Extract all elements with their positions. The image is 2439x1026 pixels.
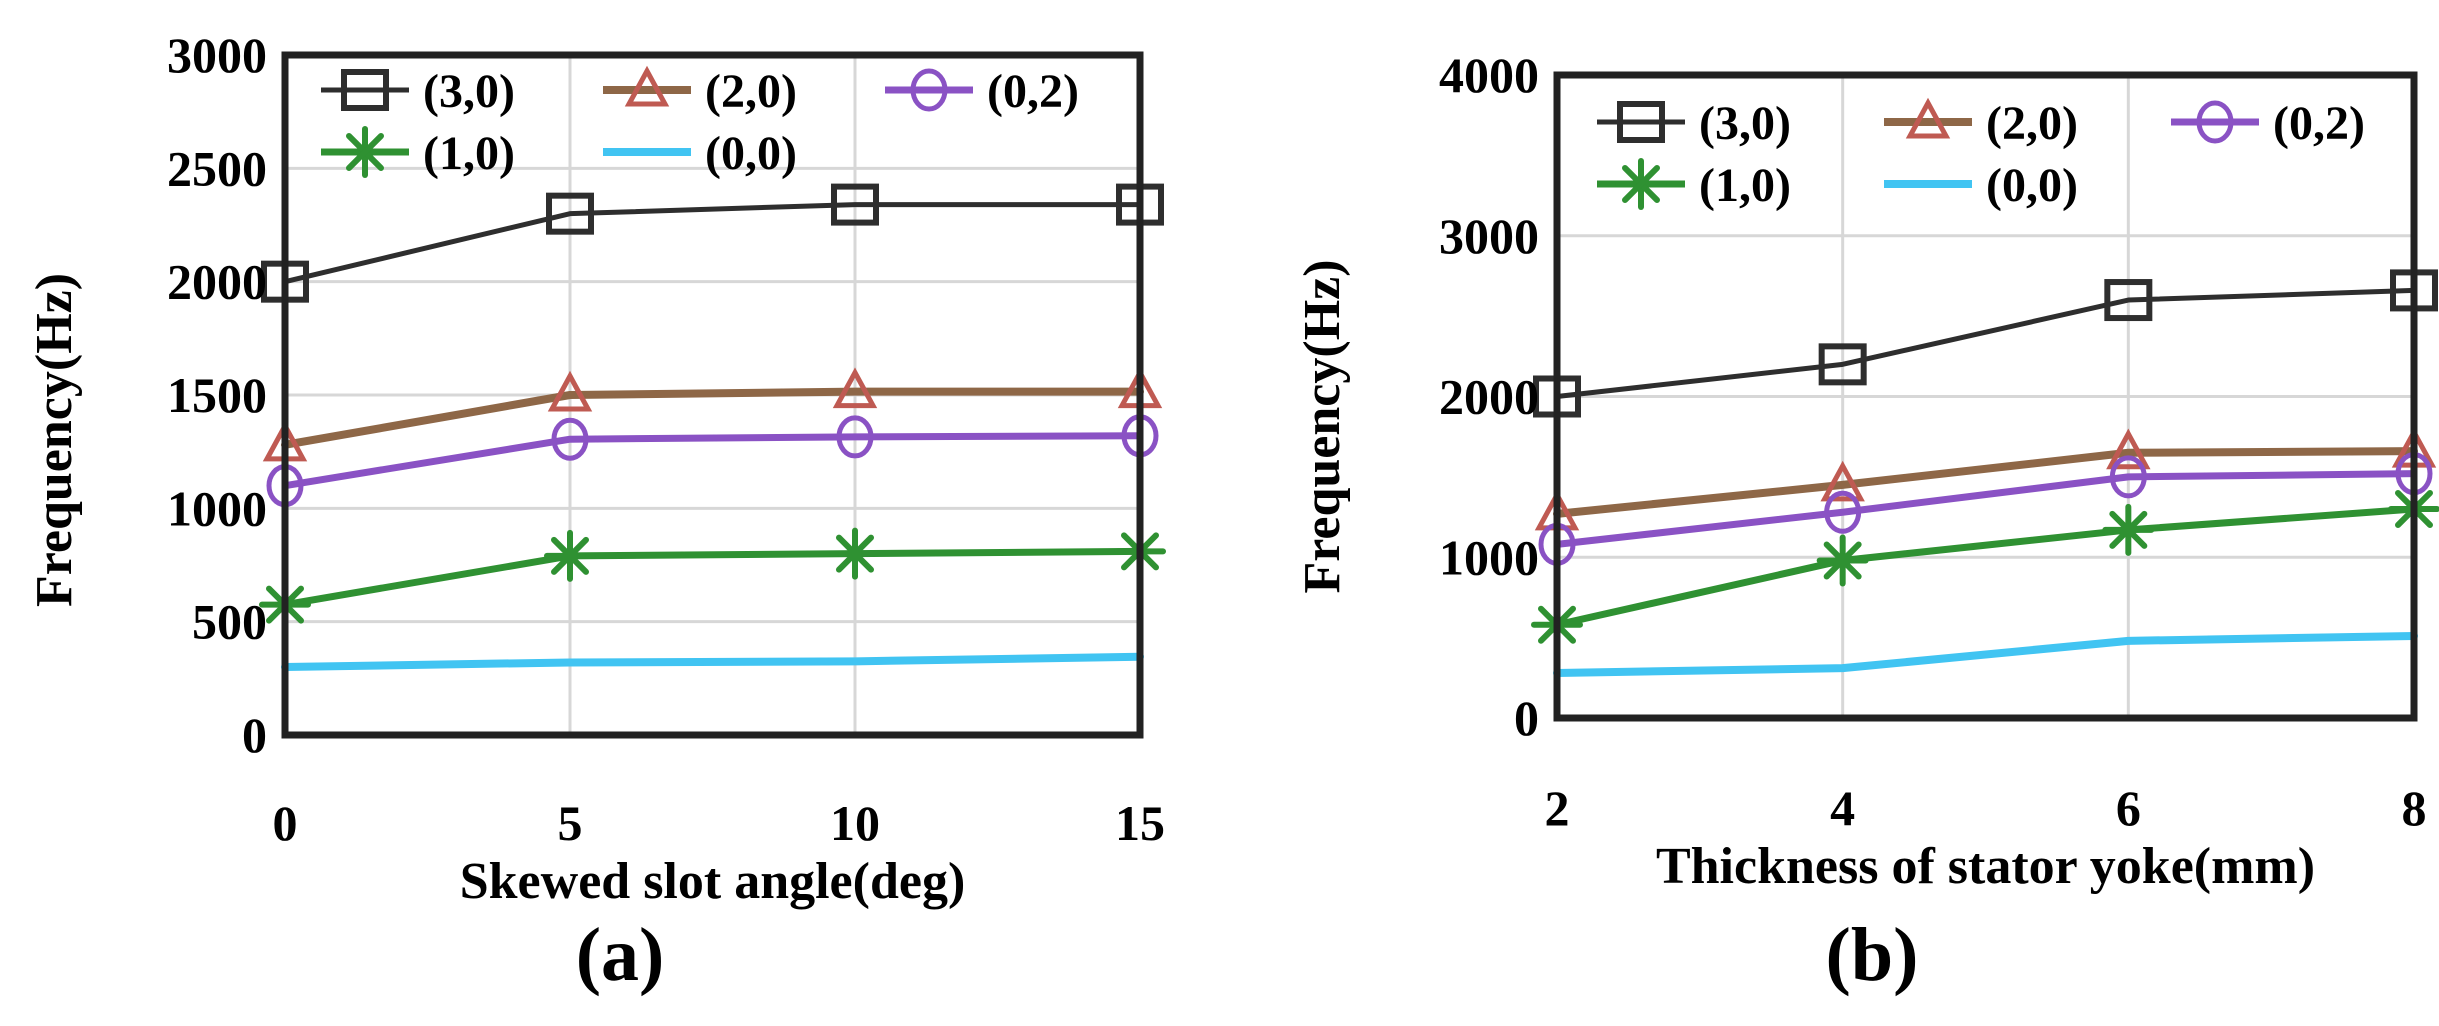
marker-square <box>1617 101 1665 143</box>
y-tick-label: 1000 <box>1439 529 1539 585</box>
series-line-(2,0) <box>281 387 1144 449</box>
series-line-(2,0) <box>1553 447 2418 518</box>
x-tick-label: 8 <box>2402 780 2427 836</box>
series-line-(0,2) <box>281 432 1144 490</box>
y-tick-label: 2000 <box>167 254 267 310</box>
marker-circle <box>836 415 874 459</box>
legend-label-(1,0): (1,0) <box>1699 159 1791 212</box>
marker-circle <box>2196 100 2234 144</box>
y-tick-label: 1000 <box>167 480 267 536</box>
marker-circle <box>2109 455 2147 499</box>
series-line-(1,0) <box>1553 505 2418 629</box>
asterisk-spoke <box>346 133 384 171</box>
marker-square <box>546 192 594 235</box>
plot-border <box>1553 71 2418 722</box>
x-tick-label: 6 <box>2116 780 2141 836</box>
series-line-(0,0) <box>281 652 1144 671</box>
x-tick-label: 10 <box>830 795 880 851</box>
plot-border <box>281 51 1144 739</box>
marker-square <box>341 69 389 111</box>
y-tick-label: 2500 <box>167 140 267 196</box>
marker-circle <box>1824 490 1862 534</box>
x-axis-title: Thickness of stator yoke(mm) <box>1656 838 2315 895</box>
x-tick-label: 15 <box>1115 795 1165 851</box>
x-tick-label: 4 <box>1830 780 1855 836</box>
asterisk-spoke <box>836 534 874 573</box>
series-line-(3,0) <box>282 202 1143 285</box>
marker-asterisk <box>2102 503 2155 556</box>
legend-label-(0,2): (0,2) <box>2273 97 2365 150</box>
marker-triangle <box>624 65 670 107</box>
x-tick-label: 0 <box>273 795 298 851</box>
y-tick-label: 3000 <box>167 27 267 83</box>
series-line-(0,0) <box>1553 632 2418 677</box>
asterisk-spoke <box>551 536 589 575</box>
y-axis-title: Frequency(Hz) <box>26 273 83 607</box>
marker-asterisk <box>829 527 881 580</box>
y-tick-label: 0 <box>1514 690 1539 746</box>
asterisk-spoke <box>2109 510 2148 549</box>
legend-label-(2,0): (2,0) <box>705 65 797 118</box>
marker-asterisk <box>1816 534 1869 587</box>
marker-triangle <box>2106 428 2151 470</box>
y-axis-title: Frequency(Hz) <box>1294 259 1351 593</box>
marker-circle <box>910 68 948 112</box>
marker-square <box>2104 279 2153 322</box>
series-line-(3,0) <box>1554 287 2417 399</box>
legend-label-(2,0): (2,0) <box>1986 97 2078 150</box>
y-tick-label: 500 <box>192 594 267 650</box>
marker-asterisk <box>544 529 596 582</box>
legend-label-(0,2): (0,2) <box>987 65 1079 118</box>
marker-asterisk <box>339 126 391 178</box>
legend-label-(1,0): (1,0) <box>423 127 515 180</box>
caption-b: (b) <box>1825 913 1919 997</box>
marker-square <box>831 183 879 226</box>
x-axis-title: Skewed slot angle(deg) <box>460 853 966 910</box>
chart-a-canvas: 0 5 10 15 0 500 1000 1500 2000 2500 3000 Skewed slo… <box>26 27 1166 910</box>
series-line-(1,0) <box>281 547 1144 609</box>
y-tick-label: 4000 <box>1439 47 1539 103</box>
x-tick-label: 5 <box>558 795 583 851</box>
marker-square <box>1818 343 1867 386</box>
asterisk-spoke <box>1823 541 1862 580</box>
legend-label-(3,0): (3,0) <box>423 65 515 118</box>
series-line-(0,2) <box>1553 470 2418 548</box>
y-tick-label: 1500 <box>167 367 267 423</box>
legend-label-(0,0): (0,0) <box>1986 159 2078 212</box>
x-tick-label: 2 <box>1545 780 1570 836</box>
legend-label-(0,0): (0,0) <box>705 127 797 180</box>
legend-label-(3,0): (3,0) <box>1699 97 1791 150</box>
marker-triangle <box>832 367 878 409</box>
y-tick-label: 3000 <box>1439 208 1539 264</box>
marker-triangle <box>547 370 593 412</box>
marker-triangle <box>1905 97 1951 139</box>
marker-triangle <box>1820 460 1865 502</box>
caption-a: (a) <box>575 913 665 997</box>
marker-circle <box>551 417 589 461</box>
chart-b-canvas: 2 4 6 8 0 1000 2000 3000 4000 Thickness of stator… <box>1294 47 2439 895</box>
y-tick-label: 2000 <box>1439 369 1539 425</box>
marker-asterisk <box>1615 158 1667 210</box>
asterisk-spoke <box>1622 165 1660 203</box>
y-tick-label: 0 <box>242 707 267 763</box>
